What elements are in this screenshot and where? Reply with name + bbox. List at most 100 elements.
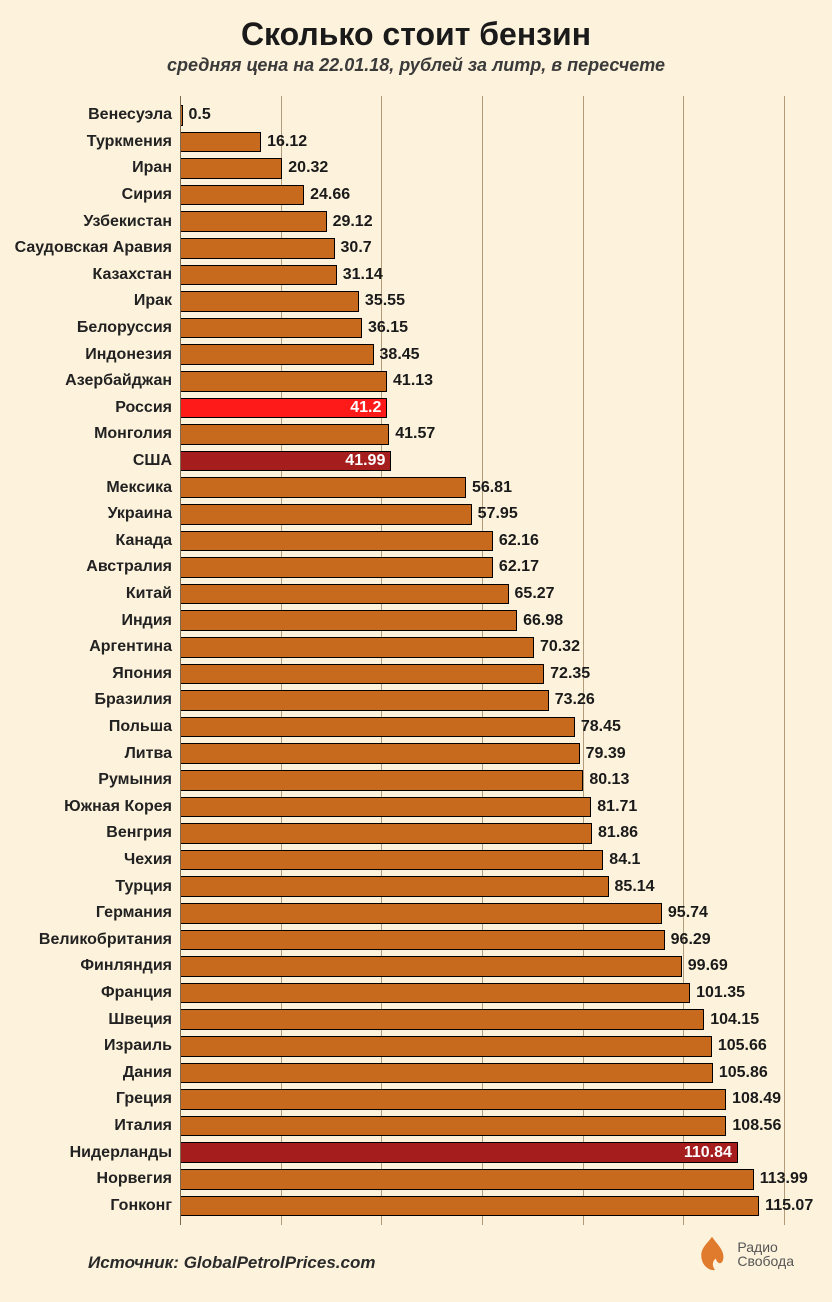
value-label: 38.45	[380, 346, 420, 364]
value-label: 110.84	[684, 1144, 732, 1162]
category-label: Саудовская Аравия	[15, 239, 172, 257]
bar-row: Дания105.86	[180, 1060, 784, 1087]
category-label: Аргентина	[89, 638, 172, 656]
bar	[180, 584, 509, 605]
bar-row: Нидерланды110.84	[180, 1139, 784, 1166]
bar-row: США41.99	[180, 448, 784, 475]
category-label: Швеция	[108, 1011, 172, 1029]
bar-row: Ирак35.55	[180, 288, 784, 315]
value-label: 73.26	[555, 691, 595, 709]
value-label: 41.57	[395, 425, 435, 443]
bar	[180, 797, 591, 818]
bar-row: Россия41.2	[180, 395, 784, 422]
bar	[180, 637, 534, 658]
value-label: 57.95	[478, 505, 518, 523]
value-label: 70.32	[540, 638, 580, 656]
bar	[180, 983, 690, 1004]
chart-title: Сколько стоит бензин	[18, 16, 814, 53]
bar-row: Казахстан31.14	[180, 262, 784, 289]
category-label: Норвегия	[97, 1170, 172, 1188]
category-label: Франция	[101, 984, 172, 1002]
category-label: Монголия	[94, 425, 172, 443]
bar-row: Румыния80.13	[180, 767, 784, 794]
bar	[180, 424, 389, 445]
category-label: Украина	[108, 505, 172, 523]
value-label: 78.45	[581, 718, 621, 736]
bar-row: Мексика56.81	[180, 474, 784, 501]
bar-row: Индия66.98	[180, 607, 784, 634]
source-prefix: Источник:	[88, 1253, 184, 1272]
bar	[180, 770, 583, 791]
bar-row: Узбекистан29.12	[180, 208, 784, 235]
value-label: 24.66	[310, 186, 350, 204]
category-label: Турция	[115, 878, 172, 896]
category-label: Гонконг	[110, 1197, 172, 1215]
bar	[180, 743, 580, 764]
bar	[180, 1116, 726, 1137]
bar	[180, 557, 493, 578]
bar	[180, 132, 261, 153]
category-label: Бразилия	[95, 691, 173, 709]
category-label: Индия	[122, 612, 173, 630]
bar-row: Польша78.45	[180, 714, 784, 741]
bar-row: Турция85.14	[180, 873, 784, 900]
brand-line1: Радио	[737, 1240, 794, 1255]
category-label: Греция	[116, 1090, 172, 1108]
category-label: Белоруссия	[77, 319, 172, 337]
category-label: Венесуэла	[88, 106, 172, 124]
bar	[180, 211, 327, 232]
bar	[180, 238, 335, 259]
value-label: 30.7	[341, 239, 372, 257]
value-label: 101.35	[696, 984, 745, 1002]
bar-row: Сирия24.66	[180, 182, 784, 209]
bar-row: Белоруссия36.15	[180, 315, 784, 342]
bar	[180, 531, 493, 552]
bar-row: Туркмения16.12	[180, 129, 784, 156]
plot-area: Венесуэла0.5Туркмения16.12Иран20.32Сирия…	[180, 102, 784, 1219]
source-name: GlobalPetrolPrices.com	[184, 1253, 376, 1272]
category-label: Казахстан	[93, 266, 173, 284]
bar-row: Италия108.56	[180, 1113, 784, 1140]
bar-row: Финляндия99.69	[180, 953, 784, 980]
value-label: 80.13	[589, 771, 629, 789]
value-label: 62.16	[499, 532, 539, 550]
flame-icon	[693, 1235, 731, 1273]
brand-text: Радио Свобода	[737, 1240, 794, 1269]
category-label: Финляндия	[80, 957, 172, 975]
bar	[180, 1142, 738, 1163]
value-label: 35.55	[365, 292, 405, 310]
bar-row: Саудовская Аравия30.7	[180, 235, 784, 262]
value-label: 16.12	[267, 133, 307, 151]
value-label: 41.2	[350, 399, 381, 417]
value-label: 66.98	[523, 612, 563, 630]
bar	[180, 876, 609, 897]
bar-row: Азербайджан41.13	[180, 368, 784, 395]
category-label: Канада	[116, 532, 172, 550]
brand-logo: Радио Свобода	[693, 1235, 794, 1273]
category-label: Чехия	[124, 851, 172, 869]
value-label: 62.17	[499, 558, 539, 576]
category-label: США	[133, 452, 172, 470]
bar	[180, 371, 387, 392]
brand-line2: Свобода	[737, 1254, 794, 1269]
value-label: 56.81	[472, 479, 512, 497]
value-label: 108.49	[732, 1090, 781, 1108]
category-label: Иран	[132, 159, 172, 177]
category-label: Азербайджан	[65, 372, 172, 390]
bar-row: Индонезия38.45	[180, 341, 784, 368]
bar	[180, 318, 362, 339]
bar	[180, 1009, 704, 1030]
category-label: Италия	[114, 1117, 172, 1135]
value-label: 81.71	[597, 798, 637, 816]
bar	[180, 930, 665, 951]
bar	[180, 610, 517, 631]
bar	[180, 850, 603, 871]
bar-row: Южная Корея81.71	[180, 794, 784, 821]
value-label: 36.15	[368, 319, 408, 337]
value-label: 72.35	[550, 665, 590, 683]
bar-row: Иран20.32	[180, 155, 784, 182]
bar-row: Венгрия81.86	[180, 820, 784, 847]
value-label: 105.86	[719, 1064, 768, 1082]
value-label: 29.12	[333, 213, 373, 231]
bar-row: Япония72.35	[180, 661, 784, 688]
